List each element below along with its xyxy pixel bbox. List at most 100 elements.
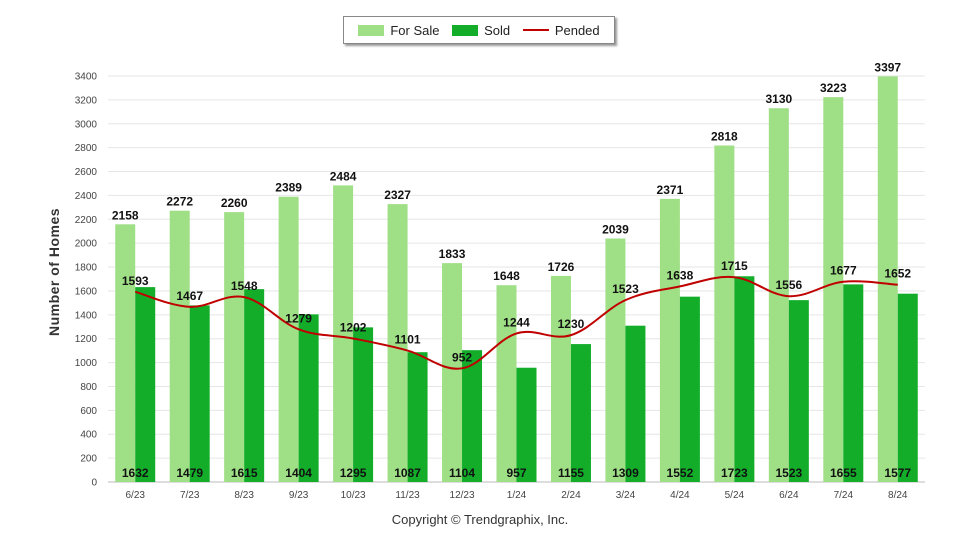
sold-data-label: 1723 [721,466,748,480]
y-tick-label: 1200 [75,334,98,345]
y-tick-label: 3200 [75,95,98,106]
x-tick-label: 2/24 [561,490,581,501]
for-sale-data-label: 2818 [711,129,738,143]
x-tick-label: 6/23 [125,490,145,501]
sold-bar [407,352,428,482]
x-tick-label: 7/23 [180,490,200,501]
for-sale-data-label: 2272 [166,195,193,209]
y-tick-label: 3400 [75,72,98,83]
pended-data-label: 1556 [775,278,802,292]
for-sale-bar [659,198,680,483]
legend-label-for-sale: For Sale [390,22,440,38]
sold-bar [734,276,755,482]
sold-data-label: 1155 [558,466,584,480]
legend-label-pended: Pended [554,22,600,38]
for-sale-data-label: 2327 [384,188,411,202]
x-axis: 6/23 7/23 8/23 9/23 10/23 11/23 12/23 1/24 2/24 3… [125,490,907,501]
sold-data-label: 1309 [612,466,639,480]
x-tick-label: 5/24 [725,490,745,501]
sold-data-label: 1104 [449,466,475,480]
for-sale-bar [224,212,245,483]
pended-data-label: 1467 [176,289,203,303]
x-tick-label: 6/24 [779,490,799,501]
sold-data-label: 1552 [667,466,694,480]
legend-item-pended: Pended [522,22,600,38]
for-sale-bar [605,238,626,482]
legend: For Sale Sold Pended [343,16,615,44]
sold-bar [244,289,265,482]
for-sale-data-label: 3130 [765,92,792,106]
for-sale-bar [823,97,844,483]
sold-bar [353,327,374,482]
x-tick-label: 3/24 [616,490,636,501]
x-tick-label: 4/24 [670,490,690,501]
y-tick-label: 3000 [75,119,98,130]
sold-bar [679,296,700,482]
pended-data-label: 1523 [612,282,639,296]
y-tick-label: 2600 [75,167,98,178]
for-sale-bar [442,263,463,482]
for-sale-data-label: 1726 [548,260,575,274]
x-tick-label: 8/23 [234,490,254,501]
x-tick-label: 8/24 [888,490,908,501]
sold-data-label: 1404 [285,466,312,480]
sold-swatch [452,24,479,36]
sold-bar [135,287,156,482]
y-tick-label: 2000 [75,239,98,250]
x-tick-label: 9/23 [289,490,309,501]
for-sale-data-label: 2389 [275,181,302,195]
sold-data-label: 1295 [340,466,367,480]
pended-data-label: 1548 [231,279,258,293]
sold-bar [570,344,591,482]
pended-swatch [522,29,549,31]
sold-data-label: 957 [506,466,526,480]
copyright: Copyright © Trendgraphix, Inc. [391,512,569,527]
pended-line [134,275,898,370]
legend-label-sold: Sold [484,22,511,38]
x-tick-label: 12/23 [450,490,475,501]
y-axis: 0 200 400 600 800 1000 1200 1400 1600 1800 2000 220… [75,72,98,489]
x-tick-label: 11/23 [395,490,420,501]
y-tick-label: 400 [80,430,97,441]
sold-data-label: 1615 [231,466,258,480]
pended-series-line [134,275,898,370]
pended-data-label: 1715 [721,259,748,273]
for-sale-data-label: 3223 [820,81,847,95]
for-sale-bar [714,145,735,482]
pended-data-label: 1279 [285,311,312,325]
for-sale-data-label: 2484 [330,169,357,183]
for-sale-bar [877,76,898,482]
y-tick-label: 1000 [75,358,98,369]
data-labels: 2158 1632 2272 1479 2260 1615 2389 1404 2484 1295… [112,60,912,480]
sold-data-label: 1632 [122,466,149,480]
y-axis-label: Number of Homes [46,207,62,337]
pended-data-label: 1593 [122,274,149,288]
pended-data-label: 1652 [884,267,911,281]
legend-item-for-sale: For Sale [358,23,439,38]
sold-bar [462,350,483,482]
x-tick-label: 10/23 [341,490,366,501]
y-tick-label: 200 [80,454,97,465]
sold-data-label: 1577 [884,466,911,480]
for-sale-bar [278,196,299,483]
for-sale-data-label: 1833 [439,247,466,261]
sold-bar [298,314,319,482]
sold-bar [843,284,864,482]
for-sale-bar [333,185,354,483]
y-tick-label: 2800 [75,143,98,154]
for-sale-data-label: 2260 [221,196,248,210]
sold-data-label: 1479 [176,466,203,480]
legend-item-sold: Sold [452,23,510,38]
for-sale-data-label: 2158 [112,208,139,222]
y-tick-label: 800 [80,382,97,393]
sold-bar [189,305,210,482]
sold-bar [625,325,646,482]
for-sale-bar [115,224,136,482]
for-sale-data-label: 2039 [602,223,629,237]
y-tick-label: 1400 [75,310,98,321]
for-sale-swatch [358,24,385,36]
sold-data-label: 1087 [394,466,421,480]
y-tick-label: 0 [91,478,97,489]
y-tick-label: 1600 [75,286,98,297]
for-sale-data-label: 2371 [657,183,684,197]
